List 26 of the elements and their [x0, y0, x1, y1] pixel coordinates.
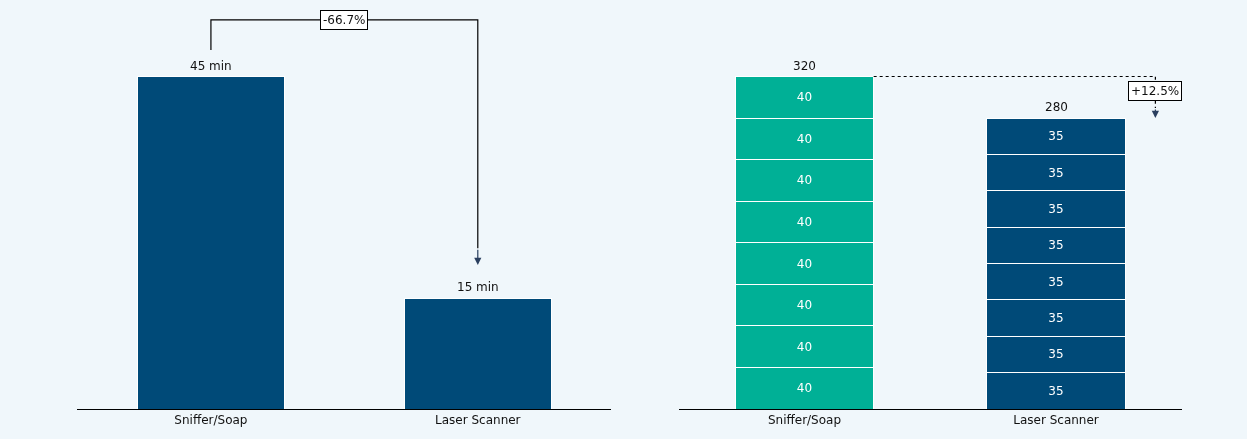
x-tick-label: Sniffer/Soap [174, 413, 248, 428]
x-tick-label: Sniffer/Soap [767, 413, 842, 428]
data-label: 35 [1048, 347, 1064, 362]
data-label: 15 min [457, 280, 499, 294]
data-label: 40 [796, 298, 813, 313]
data-label: 40 [796, 339, 813, 354]
data-label: 40 [796, 173, 813, 188]
data-label: 45 min [190, 59, 232, 73]
data-label: 40 [796, 256, 813, 271]
total-label: 280 [1045, 100, 1068, 114]
text: -66.7% [323, 13, 366, 27]
data-label: 40 [796, 214, 813, 229]
data-label: 35 [1048, 165, 1064, 180]
data-label: 40 [796, 131, 813, 146]
data-label: 35 [1048, 274, 1064, 289]
x-tick-label: Laser Scanner [435, 413, 521, 428]
total-label: 320 [793, 59, 816, 73]
data-label: 35 [1048, 201, 1064, 216]
data-label: 35 [1048, 311, 1064, 326]
data-label: 35 [1048, 129, 1064, 144]
data-label: 40 [796, 381, 813, 396]
data-label: 40 [796, 90, 813, 105]
data-label: 35 [1048, 238, 1064, 253]
data-label: 35 [1048, 383, 1064, 398]
x-tick-label: Laser Scanner [1013, 413, 1099, 428]
annotation: +12.5% [1131, 84, 1180, 98]
